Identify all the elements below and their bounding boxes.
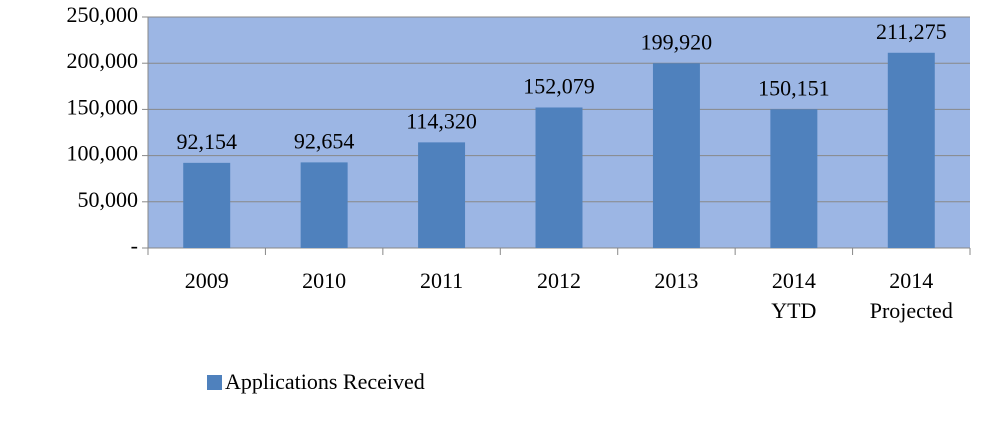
x-tick-label: 2014 Projected (869, 268, 953, 323)
legend-label: Applications Received (225, 369, 425, 394)
x-tick-label: 2011 (419, 268, 464, 293)
y-tick-label: 50,000 (78, 187, 139, 212)
data-label: 114,320 (406, 108, 477, 133)
legend-swatch (207, 375, 222, 390)
data-label: 152,079 (523, 74, 595, 99)
bar (535, 107, 583, 248)
bar (770, 109, 818, 249)
data-label: 92,154 (176, 129, 237, 154)
x-tick-label: 2014 YTD (771, 268, 817, 323)
y-tick-label: - (131, 233, 138, 258)
x-tick-label: 2012 (537, 268, 581, 293)
data-label: 92,654 (294, 128, 355, 153)
data-label: 211,275 (876, 19, 947, 44)
y-tick-label: 100,000 (67, 141, 139, 166)
bar (183, 162, 231, 248)
x-tick-label: 2010 (302, 268, 347, 293)
y-tick-label: 200,000 (67, 48, 139, 73)
bar (652, 63, 700, 248)
y-tick-label: 150,000 (67, 94, 139, 119)
data-label: 150,151 (758, 75, 830, 100)
y-tick-label: 250,000 (67, 2, 139, 27)
x-tick-label: 2013 (654, 268, 699, 293)
x-tick-label: 2009 (184, 268, 229, 293)
bar (300, 162, 348, 248)
bar (418, 142, 466, 248)
bar (887, 52, 935, 249)
data-label: 199,920 (641, 29, 713, 54)
